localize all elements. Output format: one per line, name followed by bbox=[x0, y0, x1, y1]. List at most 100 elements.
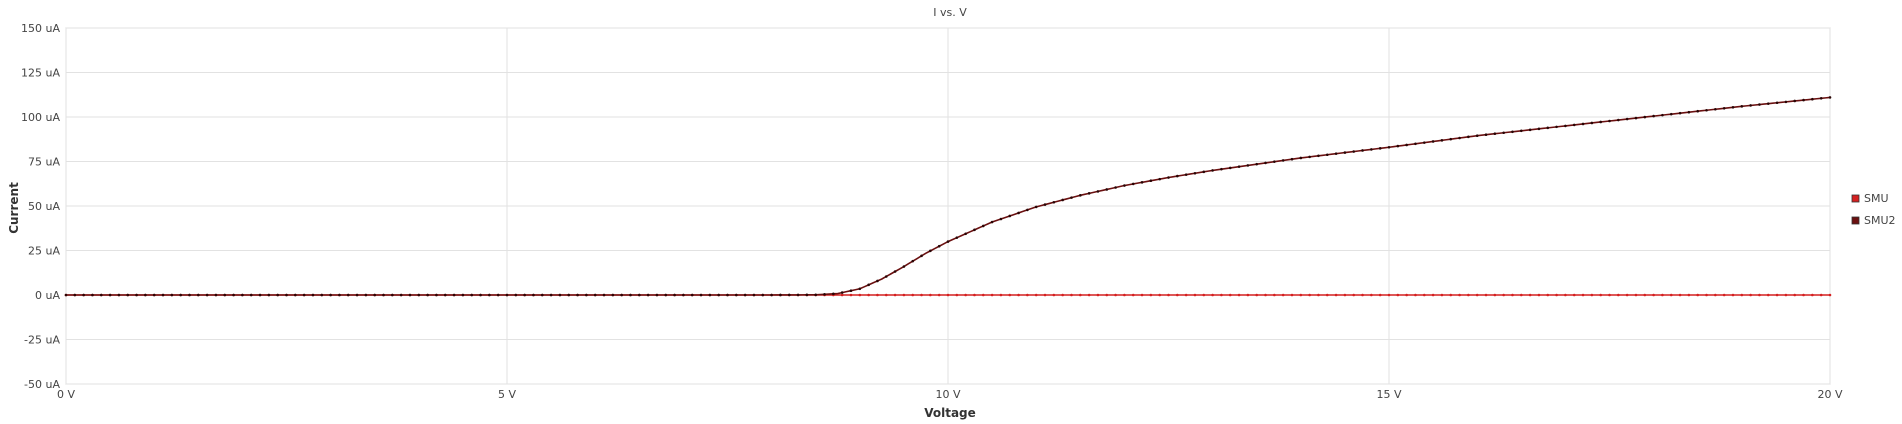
y-tick-label: 50 uA bbox=[28, 200, 60, 213]
y-tick-label: 0 uA bbox=[35, 289, 60, 302]
data-point-smu2 bbox=[1617, 118, 1620, 122]
data-point-smu2 bbox=[920, 254, 923, 258]
data-point-smu bbox=[1599, 293, 1602, 297]
data-point-smu2 bbox=[302, 293, 306, 297]
data-point-smu2 bbox=[770, 293, 773, 297]
data-point-smu2 bbox=[1608, 119, 1611, 123]
data-point-smu bbox=[1070, 293, 1073, 297]
data-point-smu bbox=[1317, 293, 1320, 297]
data-point-smu2 bbox=[1043, 203, 1047, 206]
data-point-smu bbox=[981, 293, 985, 297]
data-point-smu bbox=[1793, 293, 1797, 297]
y-tick-label: 25 uA bbox=[28, 245, 60, 258]
data-point-smu2 bbox=[1811, 97, 1814, 101]
data-point-smu bbox=[1114, 293, 1117, 297]
data-point-smu bbox=[902, 293, 906, 297]
data-point-smu2 bbox=[1696, 109, 1699, 113]
data-point-smu2 bbox=[1123, 184, 1126, 187]
data-point-smu2 bbox=[1317, 154, 1320, 158]
data-point-smu bbox=[1643, 293, 1647, 297]
data-point-smu2 bbox=[1564, 124, 1567, 128]
data-point-smu2 bbox=[170, 293, 174, 297]
data-point-smu bbox=[1431, 293, 1435, 297]
data-point-smu2 bbox=[752, 293, 756, 297]
data-point-smu2 bbox=[1237, 165, 1241, 168]
data-point-smu bbox=[893, 293, 897, 297]
data-point-smu2 bbox=[884, 275, 888, 278]
data-point-smu2 bbox=[1599, 120, 1602, 124]
data-point-smu2 bbox=[585, 293, 588, 297]
y-tick-label: 150 uA bbox=[21, 22, 60, 35]
x-tick-label: 20 V bbox=[1817, 388, 1842, 401]
data-point-smu bbox=[1079, 293, 1082, 297]
data-point-smu bbox=[1731, 293, 1735, 297]
data-point-smu bbox=[849, 293, 853, 297]
data-point-smu bbox=[1308, 293, 1311, 297]
data-point-smu2 bbox=[1511, 130, 1514, 134]
data-point-smu2 bbox=[973, 228, 976, 232]
data-point-smu bbox=[1555, 293, 1558, 297]
data-point-smu2 bbox=[382, 293, 385, 297]
data-point-smu bbox=[1131, 293, 1135, 297]
data-point-smu bbox=[1572, 293, 1576, 297]
data-point-smu2 bbox=[1528, 128, 1532, 132]
data-point-smu bbox=[1661, 293, 1664, 297]
data-point-smu bbox=[1819, 293, 1823, 297]
data-point-smu2 bbox=[796, 293, 800, 297]
data-point-smu2 bbox=[717, 293, 720, 297]
data-point-smu2 bbox=[346, 293, 350, 297]
y-tick-label: 100 uA bbox=[21, 111, 60, 124]
data-point-smu bbox=[1228, 293, 1232, 297]
data-point-smu bbox=[1281, 293, 1285, 297]
data-point-smu2 bbox=[1705, 108, 1708, 112]
data-point-smu2 bbox=[364, 293, 368, 297]
data-point-smu bbox=[1766, 293, 1770, 297]
data-point-smu bbox=[1714, 293, 1717, 297]
data-point-smu bbox=[1343, 293, 1347, 297]
data-point-smu2 bbox=[638, 293, 641, 297]
data-point-smu2 bbox=[893, 270, 897, 273]
data-point-smu2 bbox=[461, 293, 465, 297]
data-point-smu bbox=[1396, 293, 1400, 297]
data-point-smu bbox=[884, 293, 888, 297]
data-point-smu2 bbox=[1334, 152, 1338, 155]
legend-swatch-smu bbox=[1851, 194, 1860, 203]
data-point-smu bbox=[1625, 293, 1629, 297]
data-point-smu2 bbox=[629, 293, 632, 297]
data-point-smu bbox=[1678, 293, 1682, 297]
data-point-smu2 bbox=[1537, 127, 1541, 131]
data-point-smu2 bbox=[1140, 181, 1144, 184]
data-point-smu2 bbox=[876, 279, 879, 283]
data-point-smu2 bbox=[1819, 97, 1823, 100]
data-point-smu bbox=[1696, 293, 1699, 297]
data-point-smu bbox=[1299, 293, 1303, 297]
data-point-smu2 bbox=[276, 293, 279, 297]
data-point-smu bbox=[1026, 293, 1029, 297]
data-point-smu2 bbox=[1669, 112, 1673, 116]
data-point-smu2 bbox=[267, 293, 271, 297]
data-point-smu2 bbox=[1017, 211, 1020, 215]
x-axis-title: Voltage bbox=[924, 406, 976, 420]
data-point-smu bbox=[1590, 293, 1594, 297]
data-point-smu bbox=[1034, 293, 1038, 297]
data-point-smu2 bbox=[964, 232, 967, 236]
data-point-smu bbox=[1123, 293, 1126, 297]
data-point-smu bbox=[1255, 293, 1258, 297]
data-point-smu2 bbox=[1793, 99, 1797, 103]
data-point-smu2 bbox=[726, 293, 729, 297]
data-point-smu2 bbox=[1766, 102, 1770, 105]
data-point-smu2 bbox=[1440, 139, 1444, 142]
data-point-smu2 bbox=[1325, 153, 1329, 157]
data-point-smu bbox=[929, 293, 932, 297]
data-point-smu2 bbox=[505, 293, 509, 297]
data-point-smu2 bbox=[311, 293, 315, 297]
data-point-smu bbox=[1467, 293, 1470, 297]
data-point-smu bbox=[1511, 293, 1514, 297]
data-point-smu2 bbox=[1228, 166, 1232, 170]
data-point-smu2 bbox=[1458, 136, 1461, 140]
data-point-smu bbox=[1361, 293, 1364, 297]
data-point-smu2 bbox=[779, 293, 782, 297]
data-point-smu2 bbox=[91, 293, 94, 297]
data-point-smu2 bbox=[479, 293, 482, 297]
data-point-smu bbox=[1149, 293, 1153, 297]
